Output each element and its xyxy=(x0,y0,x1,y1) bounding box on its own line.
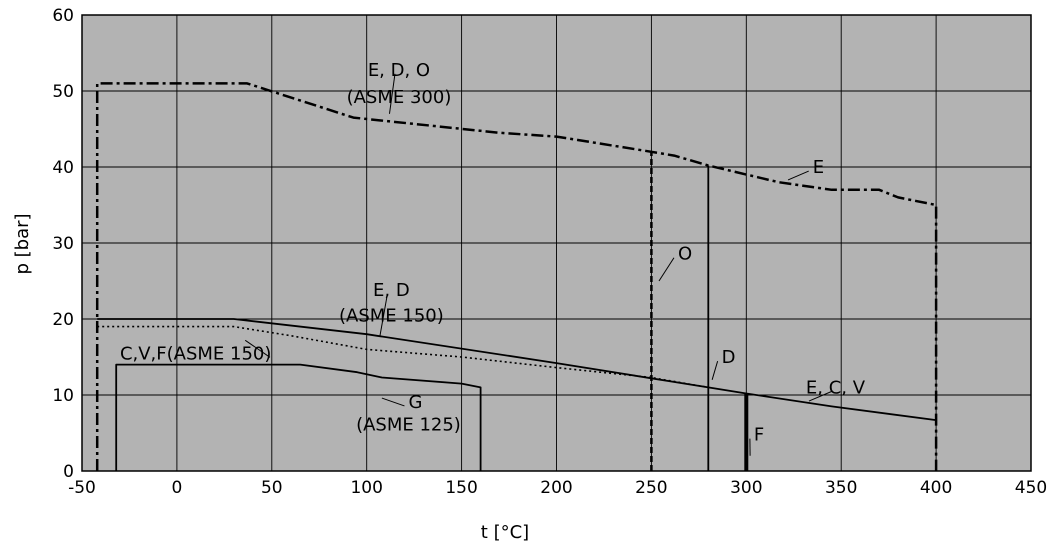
x-tick-label: 150 xyxy=(445,478,477,498)
x-tick-label: 350 xyxy=(825,478,857,498)
plot-frame xyxy=(81,14,1032,472)
tick-labels: -50 0 50 100 150 200 250 300 350 400 4500102030405… xyxy=(52,6,1047,498)
series-layer xyxy=(95,82,938,471)
leader-line xyxy=(381,397,405,407)
y-tick-label: 60 xyxy=(52,6,74,26)
leader-line xyxy=(658,257,675,282)
series-line-solid xyxy=(115,363,482,471)
annotation-label: (ASME 150) xyxy=(339,305,444,326)
annotation-label: G xyxy=(408,392,422,413)
x-axis-title: t [°C] xyxy=(481,522,529,543)
annotation-label: E, D xyxy=(373,280,410,301)
y-tick-label: 40 xyxy=(52,158,74,178)
y-tick-label: 0 xyxy=(63,462,74,482)
x-tick-label: 400 xyxy=(920,478,952,498)
x-tick-label: 0 xyxy=(171,478,182,498)
grid-lines xyxy=(82,15,1031,471)
series-line-dash-dot xyxy=(95,82,938,471)
x-tick-label: 300 xyxy=(730,478,762,498)
leader-line xyxy=(787,170,809,181)
x-tick-label: 50 xyxy=(261,478,283,498)
y-tick-label: 10 xyxy=(52,386,74,406)
annotation-label: E, C, V xyxy=(806,377,866,398)
series-line-solid xyxy=(97,318,937,421)
x-tick-label: 250 xyxy=(635,478,667,498)
annotation-label: (ASME 300) xyxy=(347,87,452,108)
leader-line xyxy=(388,73,396,114)
y-axis-title: p [bar] xyxy=(12,213,33,274)
annotation-label: E, D, O xyxy=(368,60,430,81)
series-line-dotted xyxy=(97,325,709,389)
annotation-label: C,V,F(ASME 150) xyxy=(120,343,271,364)
leader-line xyxy=(808,391,832,402)
y-tick-label: 50 xyxy=(52,82,74,102)
leader-line xyxy=(379,294,388,336)
annotation-label: D xyxy=(722,347,736,368)
leader-line xyxy=(244,339,271,358)
y-tick-label: 20 xyxy=(52,310,74,330)
x-tick-label: -50 xyxy=(68,478,96,498)
annotations: E, D, O (ASME 300) E O E, D (ASME 150) C,V,F(A… xyxy=(120,60,866,456)
annotation-label: F xyxy=(754,425,764,446)
x-tick-label: 100 xyxy=(350,478,382,498)
x-tick-label: 200 xyxy=(540,478,572,498)
annotation-label: E xyxy=(813,157,824,178)
annotation-label: (ASME 125) xyxy=(356,415,461,436)
y-tick-label: 30 xyxy=(52,234,74,254)
annotation-label: O xyxy=(678,244,692,265)
leader-line xyxy=(711,360,719,380)
x-tick-label: 450 xyxy=(1015,478,1047,498)
